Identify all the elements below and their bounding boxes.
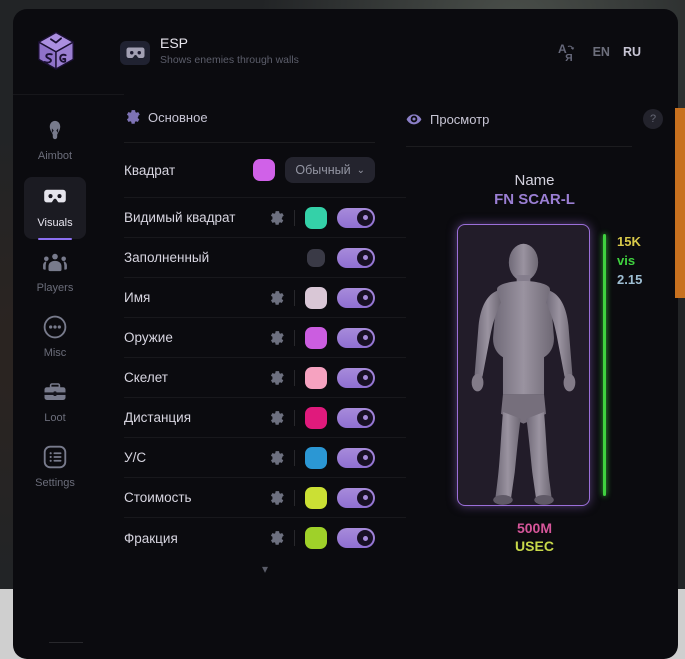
svg-text:Я: Я bbox=[565, 53, 573, 62]
